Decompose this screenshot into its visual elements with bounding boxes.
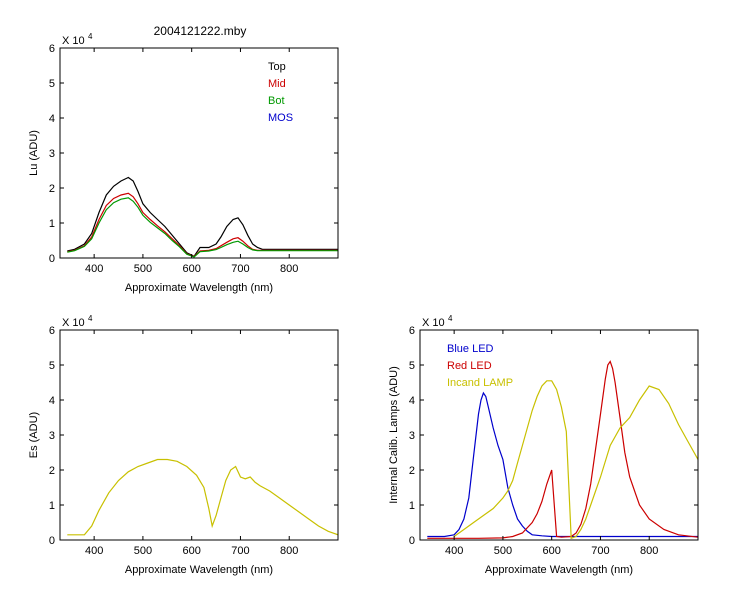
series-line-blue-led <box>427 391 698 538</box>
legend-entry: Blue LED <box>447 343 494 355</box>
x-tick-label: 500 <box>494 545 512 557</box>
series-line-1 <box>67 458 338 536</box>
y-axis-label: Internal Calib. Lamps (ADU) <box>388 366 400 504</box>
y-tick-label: 4 <box>49 113 55 125</box>
x-tick-label: 800 <box>280 545 298 557</box>
y-multiplier: X 10 <box>422 317 445 329</box>
legend-entry: Incand LAMP <box>447 377 513 389</box>
x-tick-label: 400 <box>445 545 463 557</box>
y-tick-label: 3 <box>409 430 415 442</box>
figure-title: 2004121222.mby <box>154 24 247 38</box>
y-tick-label: 3 <box>49 430 55 442</box>
x-tick-label: 600 <box>183 545 201 557</box>
y-multiplier-exponent: 4 <box>448 314 453 323</box>
x-tick-label: 700 <box>591 545 609 557</box>
y-multiplier: X 10 <box>62 317 85 329</box>
y-tick-label: 6 <box>409 325 415 337</box>
x-tick-label: 600 <box>543 545 561 557</box>
x-tick-label: 600 <box>183 263 201 275</box>
legend-entry: Red LED <box>447 360 492 372</box>
y-tick-label: 3 <box>49 148 55 160</box>
x-axis-label: Approximate Wavelength (nm) <box>485 564 633 576</box>
y-tick-label: 2 <box>409 465 415 477</box>
legend-entry: Top <box>268 61 286 73</box>
y-tick-label: 5 <box>49 78 55 90</box>
y-tick-label: 0 <box>409 535 415 547</box>
legend-entry: Mid <box>268 78 286 90</box>
y-multiplier-exponent: 4 <box>88 32 93 41</box>
y-axis-label: Es (ADU) <box>28 412 40 458</box>
y-tick-label: 2 <box>49 183 55 195</box>
y-tick-label: 4 <box>49 395 55 407</box>
y-multiplier-exponent: 4 <box>88 314 93 323</box>
x-axis-label: Approximate Wavelength (nm) <box>125 564 273 576</box>
legend-entry: Bot <box>268 95 285 107</box>
y-axis-label: Lu (ADU) <box>28 130 40 176</box>
x-tick-label: 800 <box>640 545 658 557</box>
y-tick-label: 4 <box>409 395 415 407</box>
legend: Blue LED Red LED Incand LAMP <box>447 343 513 389</box>
series-group <box>427 360 698 540</box>
series-line-top <box>67 176 338 258</box>
x-tick-label: 400 <box>85 263 103 275</box>
x-tick-label: 700 <box>231 263 249 275</box>
series-line-bot <box>67 197 338 258</box>
y-tick-label: 6 <box>49 325 55 337</box>
y-tick-label: 5 <box>409 360 415 372</box>
series-line-incand-lamp <box>453 380 698 540</box>
x-tick-label: 800 <box>280 263 298 275</box>
y-tick-label: 0 <box>49 253 55 265</box>
legend-entry: MOS <box>268 112 293 124</box>
plot-frame <box>59 329 339 541</box>
x-axis-label: Approximate Wavelength (nm) <box>125 282 273 294</box>
y-tick-label: 6 <box>49 43 55 55</box>
series-group <box>67 176 338 258</box>
x-tick-label: 500 <box>134 545 152 557</box>
y-tick-label: 1 <box>49 500 55 512</box>
y-tick-label: 5 <box>49 360 55 372</box>
y-tick-label: 1 <box>49 218 55 230</box>
x-tick-label: 500 <box>134 263 152 275</box>
y-tick-label: 2 <box>49 465 55 477</box>
y-multiplier: X 10 <box>62 35 85 47</box>
x-tick-label: 400 <box>85 545 103 557</box>
x-tick-label: 700 <box>231 545 249 557</box>
y-tick-label: 1 <box>409 500 415 512</box>
y-tick-label: 0 <box>49 535 55 547</box>
series-group <box>67 458 338 536</box>
legend: Top Mid Bot MOS <box>268 61 293 124</box>
plot-frame <box>59 47 339 259</box>
series-line-red-led <box>427 360 698 539</box>
